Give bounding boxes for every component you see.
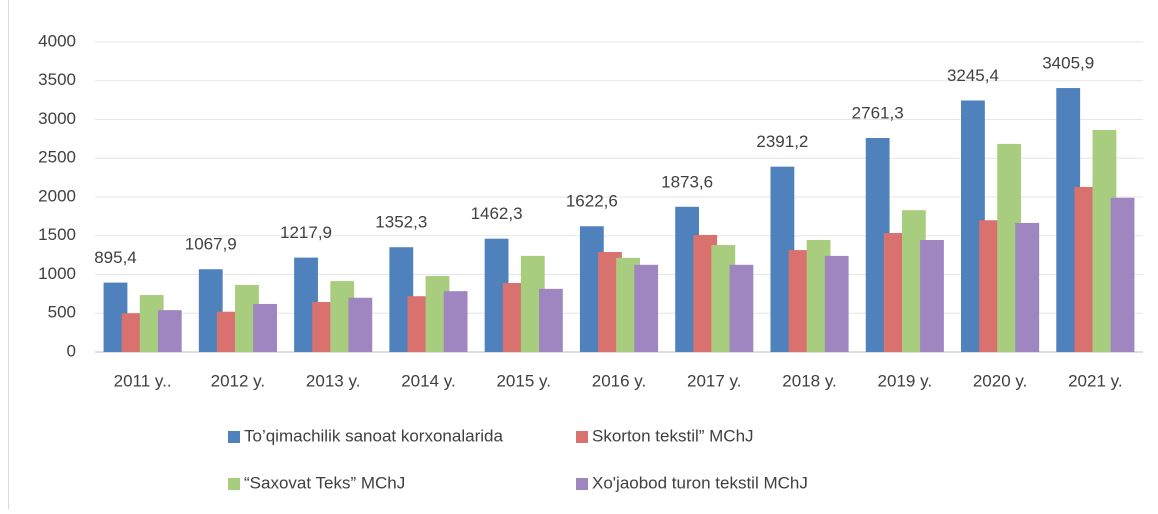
data-label: 3405,9 [1042,54,1094,73]
x-tick-label: 2017 y. [687,371,742,390]
y-tick-label: 2500 [38,148,76,167]
bar [103,282,128,352]
data-label: 895,4 [94,248,137,267]
bar [979,220,1003,352]
legend-swatch [576,478,588,490]
x-tick-label: 2013 y. [306,371,361,390]
y-tick-label: 1500 [38,225,76,244]
data-label: 2391,2 [756,132,808,151]
bar [616,257,640,352]
bar [770,166,795,352]
bar [198,269,223,352]
y-tick-label: 1000 [38,264,76,283]
bar [502,283,527,352]
data-label: 1352,3 [375,213,427,232]
bar [1110,197,1135,352]
x-tick-label: 2011 y.. [114,371,172,390]
legend-label: Skorton tekstil” MChJ [592,426,754,445]
legend-label: “Saxovat Teks” MChJ [244,473,405,492]
bar [139,295,164,352]
bar [1092,129,1117,352]
bar [675,206,700,352]
bar [294,257,318,352]
bar [443,291,468,352]
x-tick-label: 2015 y. [496,371,551,390]
x-tick-label: 2021 y. [1068,371,1123,390]
legend-label: To’qimachilik sanoat korxonalarida [244,426,503,445]
bar [961,100,985,352]
bar [883,233,908,352]
bar [920,240,944,352]
bar [348,297,373,352]
bar [425,276,450,352]
bar [598,252,622,352]
bar [806,240,831,352]
data-label: 2761,3 [852,103,904,122]
bar [579,226,604,352]
x-tick-label: 2014 y. [401,371,456,390]
y-tick-label: 3500 [38,70,76,89]
bar [711,245,736,352]
data-label: 1622,6 [566,192,618,211]
data-label: 1873,6 [661,172,713,191]
data-label: 3245,4 [947,66,999,85]
bar [693,234,718,352]
bar [235,284,259,352]
bar [824,255,849,352]
bar [997,143,1022,352]
data-label: 1462,3 [471,204,523,223]
bar [157,310,182,352]
x-tick-label: 2020 y. [973,371,1028,390]
bar [901,210,926,352]
bar [520,255,545,352]
bar [216,311,241,352]
x-tick-label: 2012 y. [211,371,266,390]
bar [312,302,337,352]
bar [865,137,890,352]
legend-swatch [228,431,240,443]
bar [330,281,355,352]
bar [253,303,277,352]
bar [121,313,146,352]
legend-swatch [228,478,240,490]
bar [788,250,813,352]
y-tick-label: 4000 [38,31,76,50]
y-tick-label: 3000 [38,109,76,128]
y-tick-label: 500 [48,303,76,322]
y-tick-label: 2000 [38,186,76,205]
x-tick-label: 2019 y. [878,371,933,390]
bar [1074,186,1099,352]
data-label: 1067,9 [185,235,237,254]
bar [407,296,432,352]
bar [484,238,509,352]
bar [1015,222,1040,352]
bar [729,264,754,352]
legend-swatch [576,431,588,443]
legend-label: Xo'jaobod turon tekstil MChJ [592,473,808,492]
bar [1056,88,1081,352]
x-tick-label: 2016 y. [592,371,647,390]
data-label: 1217,9 [280,223,332,242]
y-tick-label: 0 [67,341,76,360]
x-tick-label: 2018 y. [782,371,837,390]
bar [389,247,414,352]
bar [538,288,563,352]
bar [634,264,659,352]
